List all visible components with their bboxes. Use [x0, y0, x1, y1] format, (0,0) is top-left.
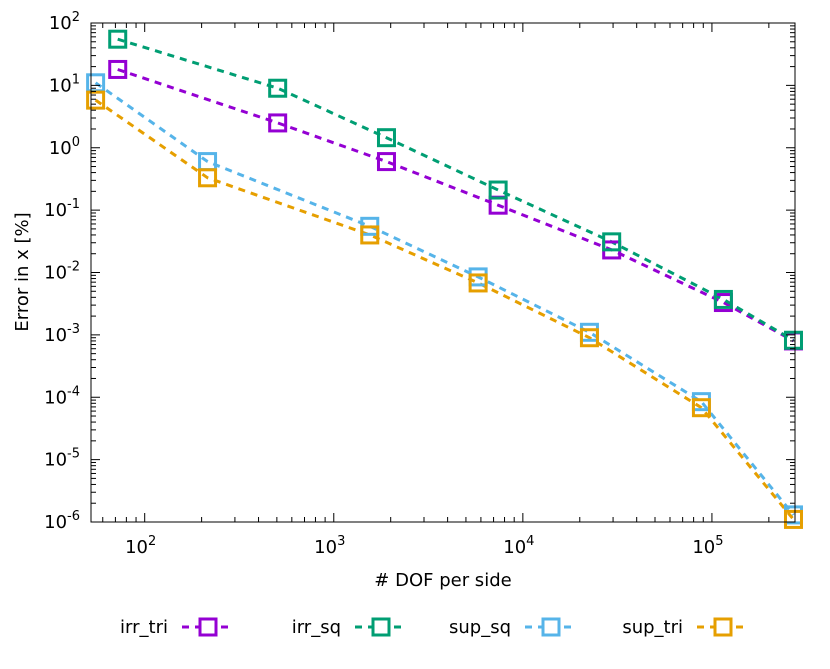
data-point-irr_tri	[268, 113, 288, 133]
data-point-irr_sq	[602, 232, 622, 252]
series-line-irr_sq	[117, 37, 795, 342]
y-tick-label: 101	[49, 72, 80, 96]
legend-label-sup_tri: sup_tri	[622, 617, 683, 638]
data-point-irr_tri	[376, 152, 396, 172]
y-tick-label: 100	[49, 135, 80, 159]
legend-marker-irr_sq	[371, 617, 391, 637]
data-point-sup_tri	[783, 509, 803, 529]
data-point-sup_tri	[198, 168, 218, 188]
data-point-sup_tri	[360, 225, 380, 245]
x-tick-label: 104	[503, 534, 534, 558]
data-point-sup_tri	[691, 398, 711, 418]
y-tick-label: 10-4	[44, 384, 80, 408]
data-point-sup_tri	[468, 273, 488, 293]
tick-labels: 102 103 104 105 10-6 10-5 10-4 10-3 10-2 10-1 100 1…	[44, 10, 723, 558]
x-tick-label: 103	[314, 534, 345, 558]
x-tick-label: 105	[692, 534, 723, 558]
legend-label-irr_tri: irr_tri	[120, 617, 168, 638]
series-line-irr_tri	[117, 68, 795, 343]
legend-marker-irr_tri	[198, 617, 218, 637]
y-axis-label: Error in x [%]	[12, 212, 33, 331]
data-point-irr_tri	[108, 59, 128, 79]
data-point-irr_sq	[376, 128, 396, 148]
y-tick-label: 10-1	[44, 197, 80, 221]
data-point-irr_sq	[268, 78, 288, 98]
y-tick-label: 10-2	[44, 260, 80, 284]
series-line-sup_tri	[94, 98, 795, 521]
legend-label-irr_sq: irr_sq	[292, 617, 341, 638]
x-tick-label: 102	[125, 534, 156, 558]
legend-label-sup_sq: sup_sq	[449, 617, 511, 638]
series-line-sup_sq	[94, 81, 795, 516]
y-tick-label: 102	[49, 10, 80, 34]
data-point-sup_tri	[579, 328, 599, 348]
data-point-irr_sq	[488, 180, 508, 200]
axis-ticks	[91, 22, 795, 523]
plot-frame	[90, 22, 796, 523]
legend-marker-sup_sq	[541, 617, 561, 637]
legend: irr_tri irr_sq sup_sq sup_tri	[120, 617, 749, 638]
data-point-irr_sq	[108, 29, 128, 49]
y-tick-label: 10-5	[44, 447, 80, 471]
x-axis-label: # DOF per side	[374, 570, 511, 591]
plot-area	[86, 29, 803, 529]
y-tick-label: 10-3	[44, 322, 80, 346]
legend-marker-sup_tri	[713, 617, 733, 637]
data-point-sup_tri	[86, 90, 106, 110]
data-point-irr_sq	[713, 289, 733, 309]
y-tick-label: 10-6	[44, 509, 80, 533]
